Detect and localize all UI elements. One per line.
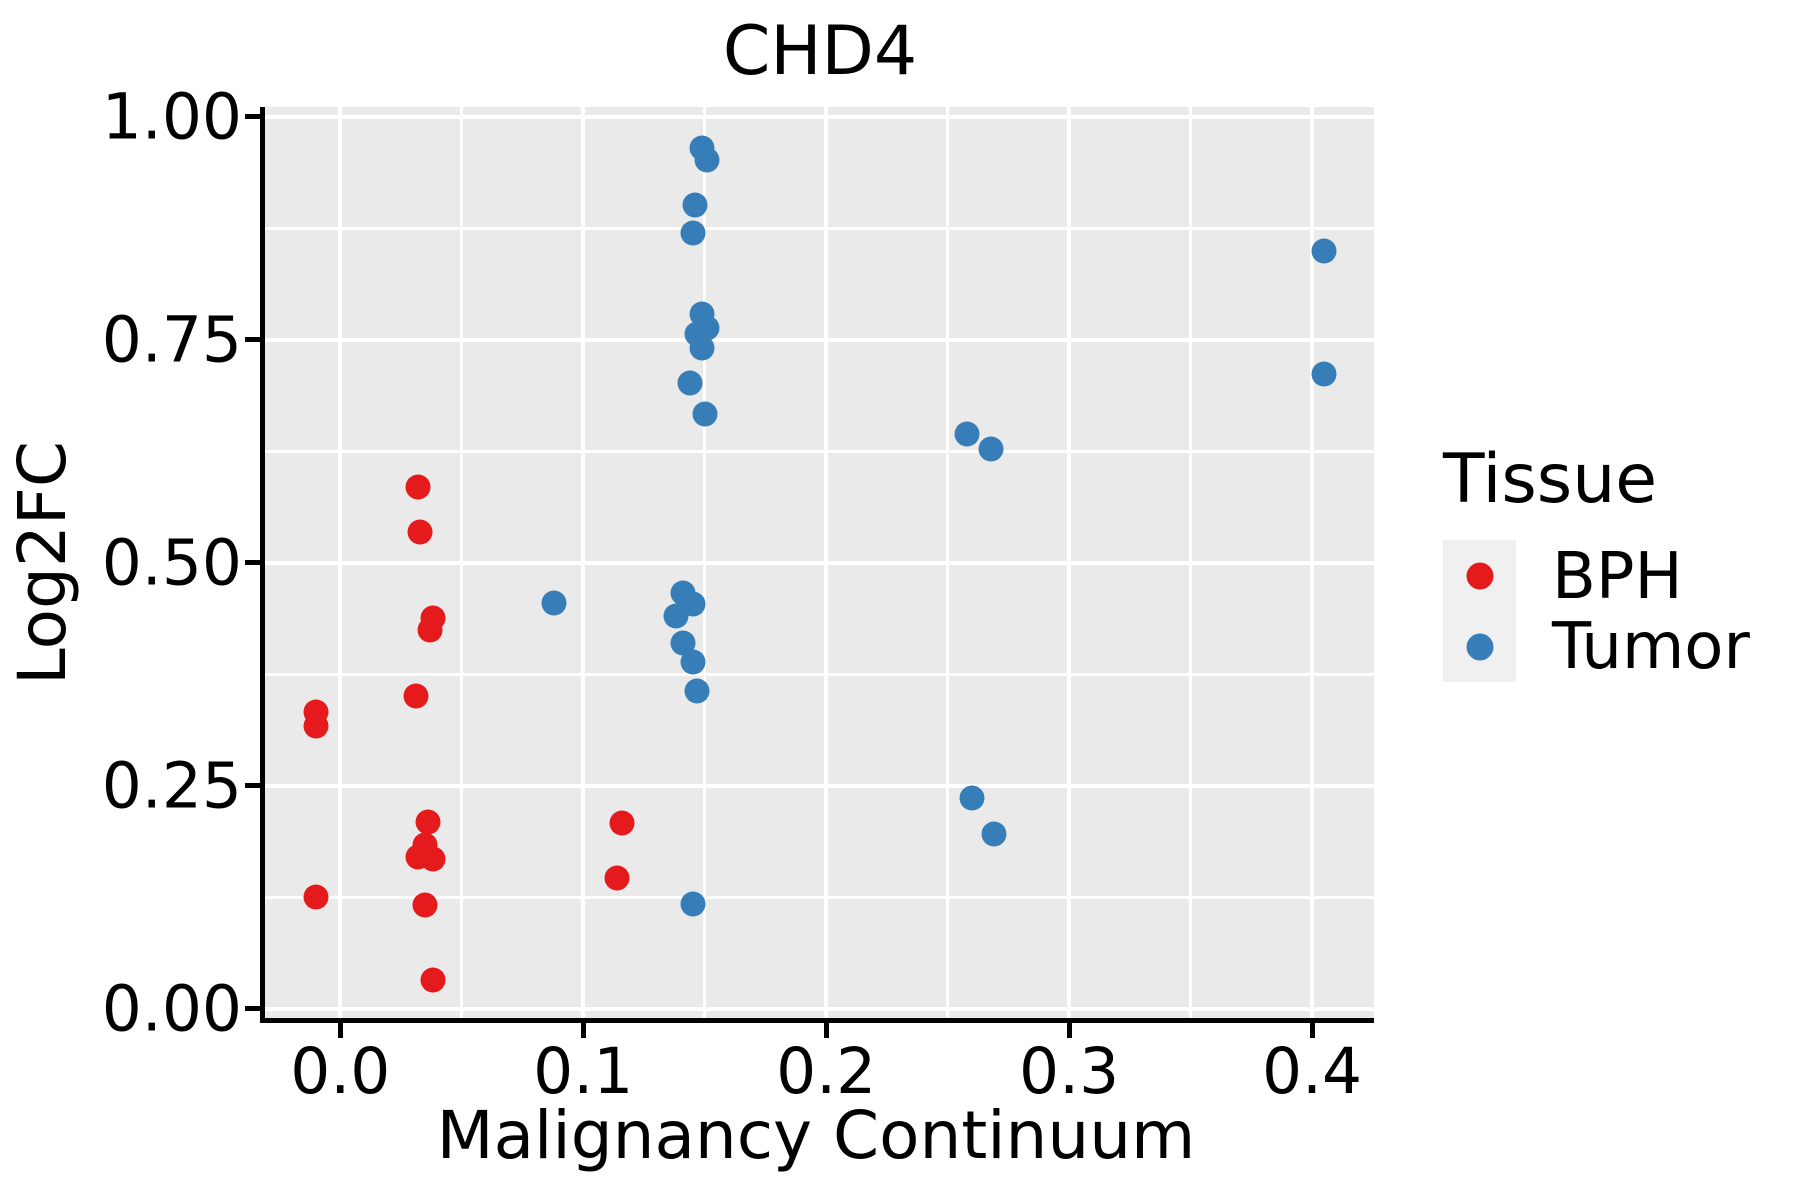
data-point-tumor (680, 649, 706, 675)
legend-label-tumor: Tumor (1552, 610, 1750, 684)
data-point-tumor (684, 678, 710, 704)
y-tick (245, 114, 260, 120)
data-point-bph (604, 865, 630, 891)
x-axis-spine (260, 1018, 1374, 1023)
y-tick-label: 0.50 (101, 526, 242, 600)
legend-title: Tissue (1443, 440, 1658, 519)
data-point-tumor (1311, 238, 1337, 264)
data-point-bph (420, 846, 446, 872)
x-tick (1309, 1023, 1315, 1038)
data-point-tumor (978, 436, 1004, 462)
data-point-bph (420, 967, 446, 993)
data-point-tumor (663, 603, 689, 629)
data-point-tumor (692, 401, 718, 427)
data-point-bph (303, 713, 329, 739)
y-tick-label: 1.00 (101, 80, 242, 154)
data-point-tumor (689, 335, 715, 361)
plot-area (265, 107, 1374, 1018)
y-axis-spine (260, 107, 265, 1023)
legend-key-tumor (1443, 611, 1516, 682)
data-point-tumor (680, 891, 706, 917)
data-point-tumor (541, 590, 567, 616)
data-point-tumor (682, 192, 708, 218)
x-tick (580, 1023, 586, 1038)
plot-title: CHD4 (722, 12, 918, 91)
data-point-bph (415, 809, 441, 835)
y-gridline-major (265, 560, 1374, 565)
y-gridline-major (265, 1006, 1374, 1011)
x-tick-label: 0.3 (1019, 1035, 1120, 1108)
data-point-tumor (694, 147, 720, 173)
data-point-bph (417, 617, 443, 643)
y-gridline-minor (265, 672, 1374, 676)
data-point-bph (609, 810, 635, 836)
legend-swatch-tumor-icon (1466, 633, 1493, 660)
y-tick-label: 0.75 (101, 303, 242, 377)
data-point-bph (303, 884, 329, 910)
x-tick-label: 0.0 (290, 1035, 391, 1108)
x-tick-label: 0.1 (533, 1035, 634, 1108)
data-point-tumor (680, 220, 706, 246)
data-point-bph (405, 474, 431, 500)
data-point-tumor (1311, 361, 1337, 387)
y-gridline-major (265, 114, 1374, 119)
y-tick-label: 0.00 (101, 972, 242, 1046)
x-tick (823, 1023, 829, 1038)
legend-swatch-bph-icon (1466, 562, 1493, 589)
y-gridline-minor (265, 449, 1374, 453)
y-tick (245, 337, 260, 343)
y-tick (245, 1006, 260, 1012)
y-gridline-major (265, 783, 1374, 788)
legend-label-bph: BPH (1552, 540, 1683, 614)
legend-key-bph (1443, 540, 1516, 611)
y-gridline-minor (265, 895, 1374, 899)
x-axis-title: Malignancy Continuum (436, 1097, 1196, 1174)
x-tick-label: 0.4 (1261, 1035, 1363, 1108)
data-point-tumor (677, 370, 703, 396)
y-gridline-major (265, 337, 1374, 342)
x-tick (337, 1023, 343, 1038)
data-point-tumor (981, 821, 1007, 847)
data-point-bph (403, 683, 429, 709)
y-axis-title: Log2FC (4, 441, 81, 685)
data-point-tumor (959, 785, 985, 811)
data-point-bph (407, 519, 433, 545)
y-tick (245, 783, 260, 789)
data-point-tumor (954, 421, 980, 447)
data-point-bph (412, 892, 438, 918)
y-tick (245, 560, 260, 566)
y-tick-label: 0.25 (101, 749, 242, 823)
y-gridline-minor (265, 226, 1374, 230)
x-tick (1066, 1023, 1072, 1038)
x-tick-label: 0.2 (776, 1035, 877, 1108)
